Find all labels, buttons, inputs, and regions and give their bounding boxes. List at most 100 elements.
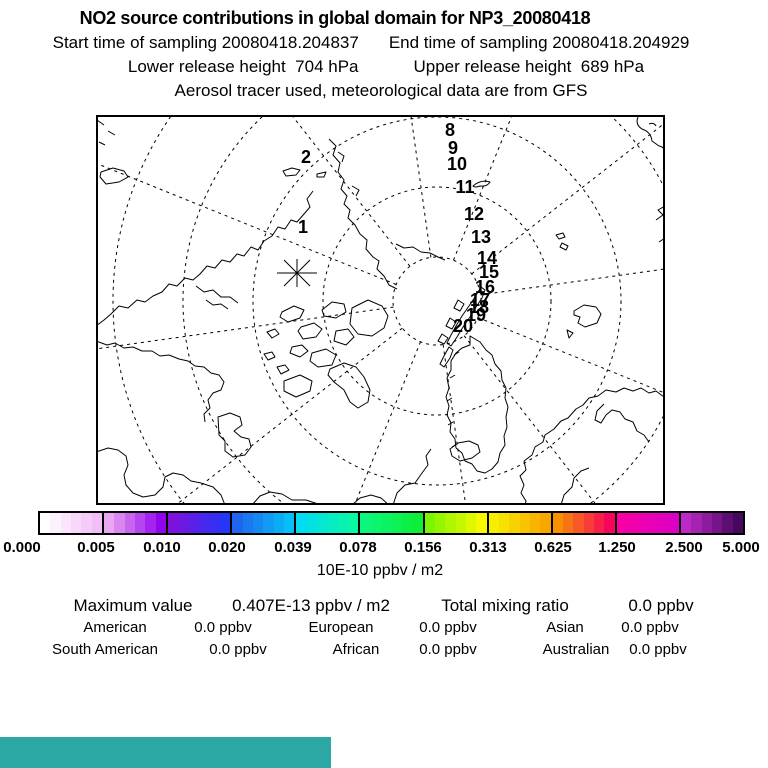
coastline	[472, 180, 491, 188]
coastline	[309, 348, 337, 368]
colorbar-cell	[391, 513, 402, 533]
colorbar-cell	[594, 513, 605, 533]
colorbar-cell	[540, 513, 551, 533]
colorbar-cell	[445, 513, 456, 533]
colorbar-segment	[488, 513, 553, 533]
trajectory-hour-label: 8	[445, 120, 455, 140]
colorbar-tick-label: 5.000	[722, 539, 760, 556]
release-point-star	[283, 259, 311, 287]
colorbar-cell	[691, 513, 702, 533]
colorbar-cell	[114, 513, 125, 533]
trajectory-hour-label: 12	[464, 204, 484, 224]
coastline	[445, 335, 509, 474]
trajectory-hour-label: 13	[471, 227, 491, 247]
coastline	[449, 440, 481, 462]
stat-r3: Australian	[542, 641, 610, 658]
meridian-line	[96, 162, 397, 285]
coastline	[446, 286, 486, 347]
colorbar-tick-label: 0.078	[339, 539, 377, 556]
trajectory-hour-label: 14	[477, 248, 497, 268]
meridian-line	[442, 344, 467, 505]
tracer-line: Aerosol tracer used, meteorological data…	[175, 81, 588, 101]
colorbar-cell	[658, 513, 669, 533]
coastline	[282, 167, 301, 177]
coastline	[573, 304, 602, 328]
colorbar-cell	[168, 513, 179, 533]
colorbar-segment	[680, 513, 743, 533]
coastline	[395, 243, 446, 261]
colorbar-cell	[124, 513, 136, 533]
coastline	[523, 387, 665, 462]
colorbar-cell	[455, 513, 466, 533]
coastline	[96, 119, 116, 146]
colorbar-tick-label: 0.020	[208, 539, 246, 556]
coastline	[96, 447, 226, 505]
colorbar-units: 10E-10 ppbv / m2	[317, 562, 443, 580]
coastline	[392, 448, 432, 505]
stat-r1: Maximum value	[73, 596, 193, 615]
colorbar-tick-label: 0.005	[77, 539, 115, 556]
coastline	[316, 171, 327, 178]
coastline	[195, 285, 239, 304]
colorbar-cell	[573, 513, 584, 533]
meridian-line	[354, 341, 421, 505]
colorbar-cell	[563, 513, 574, 533]
colorbar-cell	[499, 513, 510, 533]
latitude-circle	[252, 116, 622, 486]
colorbar-cell	[701, 513, 712, 533]
coastline	[279, 305, 305, 323]
colorbar-cell	[252, 513, 264, 533]
coastline	[266, 328, 280, 339]
latitude-circle	[182, 115, 665, 505]
meridian-line	[471, 122, 665, 275]
meridian-line	[291, 115, 411, 267]
colorbar-cell	[219, 513, 231, 533]
start-time-text: Start time of sampling 20080418.204837	[52, 33, 359, 52]
colorbar-segment	[616, 513, 681, 533]
latitude-circle	[392, 256, 482, 346]
coastline	[289, 344, 309, 358]
trajectory-hour-label: 10	[447, 154, 467, 174]
trajectory-hour-label: 1	[298, 217, 308, 237]
release-heights-line: Lower release height 704 hPa Upper relea…	[128, 57, 644, 77]
coastline	[555, 232, 566, 240]
title-text: NO2 source contributions in global domai…	[79, 8, 591, 28]
colorbar-cell	[50, 513, 61, 533]
colorbar-tick-label: 0.313	[469, 539, 507, 556]
colorbar-cell	[232, 513, 243, 533]
lower-release-text: Lower release height 704 hPa	[127, 57, 359, 76]
colorbar-cell	[647, 513, 659, 533]
colorbar-tick-label: 2.500	[665, 539, 703, 556]
stat-r3: 0.0 ppbv	[419, 641, 477, 658]
colorbar-cell	[488, 513, 499, 533]
stat-r2: European	[308, 619, 374, 636]
coastline	[453, 299, 465, 312]
colorbar-cell	[71, 513, 82, 533]
coastline	[251, 491, 321, 505]
colorbar-cell	[296, 513, 307, 533]
colorbar-segment	[40, 513, 105, 533]
colorbar-tick-label: 0.625	[534, 539, 572, 556]
latitude-circle	[96, 115, 665, 505]
colorbar-cell	[188, 513, 200, 533]
meridian-line	[175, 327, 403, 505]
trajectory-hour-label: 17	[470, 290, 490, 310]
colorbar-cell	[381, 513, 392, 533]
meridian-line	[477, 317, 665, 394]
coastline	[283, 374, 313, 398]
coastline	[445, 317, 457, 330]
trajectory-hour-label: 16	[475, 277, 495, 297]
trajectory-hour-label: 18	[469, 297, 489, 317]
colorbar-cell	[401, 513, 413, 533]
latitude-circle	[322, 186, 552, 416]
colorbar-cell	[91, 513, 103, 533]
coastline	[349, 299, 389, 337]
coastline	[519, 460, 527, 505]
colorbar-cell	[306, 513, 318, 533]
colorbar-cell	[273, 513, 284, 533]
meridian-line	[410, 115, 432, 258]
stat-r2: 0.0 ppbv	[621, 619, 679, 636]
units-text: 10E-10 ppbv / m2	[316, 562, 444, 579]
